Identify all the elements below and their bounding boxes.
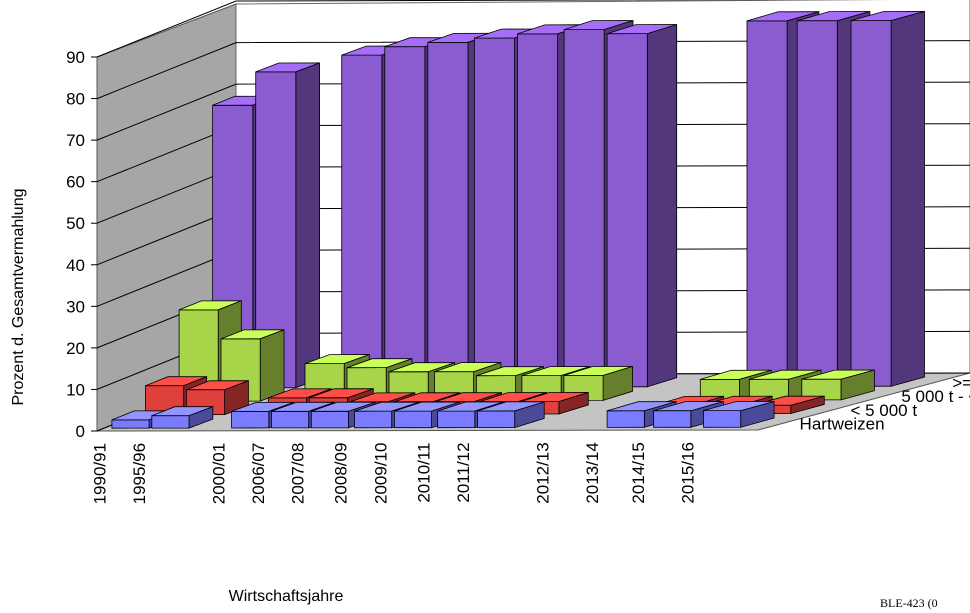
x-tick-label: 1995/96: [130, 443, 149, 504]
y-tick-labels: 0 10 20 30 40 50 60 70 80 90: [66, 48, 85, 441]
y-tick-label: 80: [66, 90, 85, 109]
x-tick-label: 2009/10: [371, 443, 390, 504]
x-tick-label: 2008/09: [332, 443, 351, 504]
series-label: >= 25 000 t: [952, 374, 970, 393]
bar-25-000-t-12: [850, 10, 925, 387]
bar-hartweizen-8: [477, 401, 545, 429]
gridline: [96, 40, 970, 100]
y-tick-label: 10: [66, 380, 85, 399]
bar-5-000-t-25-000-t-12: [801, 369, 875, 401]
x-axis-title: Wirtschaftsjahre: [229, 588, 344, 605]
y-tick-label: 30: [66, 297, 85, 316]
y-tick-label: 40: [66, 256, 85, 275]
bar-hartweizen-12: [703, 400, 775, 428]
x-tick-label: 1990/91: [90, 443, 109, 504]
x-tick-label: 2014/15: [629, 442, 648, 503]
x-tick-label: 2012/13: [533, 442, 552, 503]
x-tick-label: 2010/11: [414, 442, 433, 502]
x-tick-label: 2007/08: [289, 443, 308, 504]
x-tick-label: 2015/16: [679, 442, 698, 503]
y-tick-label: 70: [66, 131, 85, 150]
bar-5-000-t-25-000-t-1: [220, 329, 285, 402]
series-label: < 5 000 t: [850, 401, 917, 420]
bar-25-000-t-8: [606, 23, 678, 388]
x-tick-label: 2013/14: [583, 442, 602, 503]
x-tick-labels: 1990/91 1995/96 2000/01 2006/07 2007/08 2008/…: [90, 442, 697, 504]
series-labels: Hartweizen< 5 000 t5 000 t - < 25 000 t>…: [800, 374, 970, 434]
series-label: 5 000 t - < 25 000 t: [901, 387, 970, 406]
x-tick-label: 2000/01: [209, 443, 228, 504]
source-footer: BLE-423 (0: [880, 596, 938, 610]
y-tick-label: 0: [76, 422, 85, 441]
y-axis-title: Prozent d. Gesamtvermahlung: [10, 189, 27, 406]
y-tick-label: 20: [66, 339, 85, 358]
y-tick-label: 50: [66, 214, 85, 233]
series-label: Hartweizen: [800, 415, 885, 434]
y-tick-label: 90: [66, 48, 85, 67]
x-tick-label: 2006/07: [249, 443, 268, 504]
gridline: [96, 81, 970, 141]
bar-hartweizen-1: [151, 406, 214, 429]
y-tick-label: 60: [66, 173, 85, 192]
gridline: [96, 0, 787, 58]
bars: [111, 10, 925, 429]
x-tick-label: 2011/12: [454, 442, 473, 502]
